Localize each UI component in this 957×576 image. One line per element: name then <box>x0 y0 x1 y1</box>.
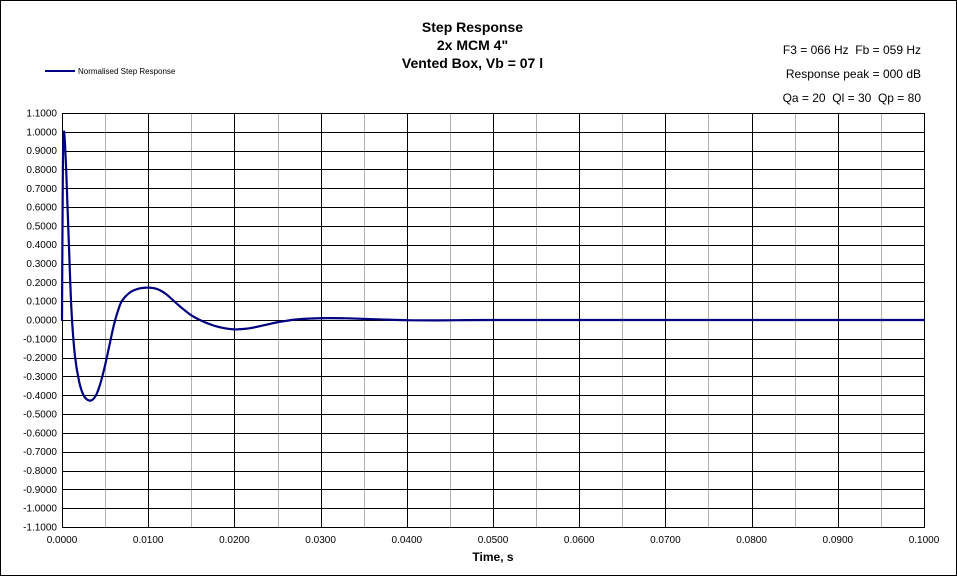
y-tick-label: 0.4000 <box>26 240 57 251</box>
chart-title-line-3: Vented Box, Vb = 07 l <box>401 55 544 71</box>
y-tick-label: 0.9000 <box>26 146 57 157</box>
x-tick-label: 0.0700 <box>650 535 681 546</box>
y-tick-label: -0.8000 <box>23 466 57 477</box>
x-tick-label: 0.0800 <box>736 535 767 546</box>
x-tick-label: 0.0900 <box>823 535 854 546</box>
y-tick-label: -1.0000 <box>23 504 57 515</box>
x-tick-label: 0.0000 <box>47 535 78 546</box>
info-q-values: Qa = 20 Ql = 30 Qp = 80 <box>782 91 921 105</box>
y-tick-label: -0.9000 <box>23 485 57 496</box>
x-tick-label: 0.1000 <box>909 535 940 546</box>
legend-label: Normalised Step Response <box>78 66 176 76</box>
y-tick-label: 0.0000 <box>26 316 57 327</box>
y-tick-label: -1.1000 <box>23 523 57 534</box>
y-tick-label: 1.0000 <box>26 127 57 138</box>
x-axis-label: Time, s <box>472 550 514 564</box>
y-tick-label: -0.3000 <box>23 372 57 383</box>
y-tick-labels: 1.1000 1.0000 0.9000 0.8000 0.7000 0.6000 0.50… <box>23 109 57 534</box>
y-tick-label: 1.1000 <box>26 109 57 120</box>
x-tick-label: 0.0200 <box>219 535 250 546</box>
y-tick-label: 0.3000 <box>26 259 57 270</box>
x-tick-label: 0.0400 <box>392 535 423 546</box>
y-tick-label: 0.6000 <box>26 203 57 214</box>
legend: Normalised Step Response <box>45 64 175 78</box>
y-tick-label: 0.5000 <box>26 221 57 232</box>
series-line-normalised-step-response <box>60 130 926 402</box>
chart-title-line-2: 2x MCM 4" <box>436 37 509 53</box>
y-tick-label: 0.7000 <box>26 184 57 195</box>
y-tick-label: -0.6000 <box>23 428 57 439</box>
info-response-peak: Response peak = 000 dB <box>785 67 921 81</box>
y-tick-label: -0.1000 <box>23 334 57 345</box>
x-tick-label: 0.0300 <box>305 535 336 546</box>
y-tick-label: -0.7000 <box>23 447 57 458</box>
y-tick-label: -0.5000 <box>23 410 57 421</box>
y-tick-label: 0.1000 <box>26 297 57 308</box>
y-tick-label: 0.2000 <box>26 278 57 289</box>
chart-title-line-1: Step Response <box>421 19 524 35</box>
y-tick-label: 0.8000 <box>26 165 57 176</box>
legend-swatch <box>45 70 75 72</box>
y-tick-label: -0.2000 <box>23 353 57 364</box>
x-tick-label: 0.0500 <box>478 535 509 546</box>
info-f3-fb: F3 = 066 Hz Fb = 059 Hz <box>782 43 921 57</box>
x-tick-label: 0.0100 <box>133 535 164 546</box>
x-tick-labels: 0.0000 0.0100 0.0200 0.0300 0.0400 0.0500 0.06… <box>47 535 940 546</box>
y-tick-label: -0.4000 <box>23 391 57 402</box>
x-tick-label: 0.0600 <box>564 535 595 546</box>
